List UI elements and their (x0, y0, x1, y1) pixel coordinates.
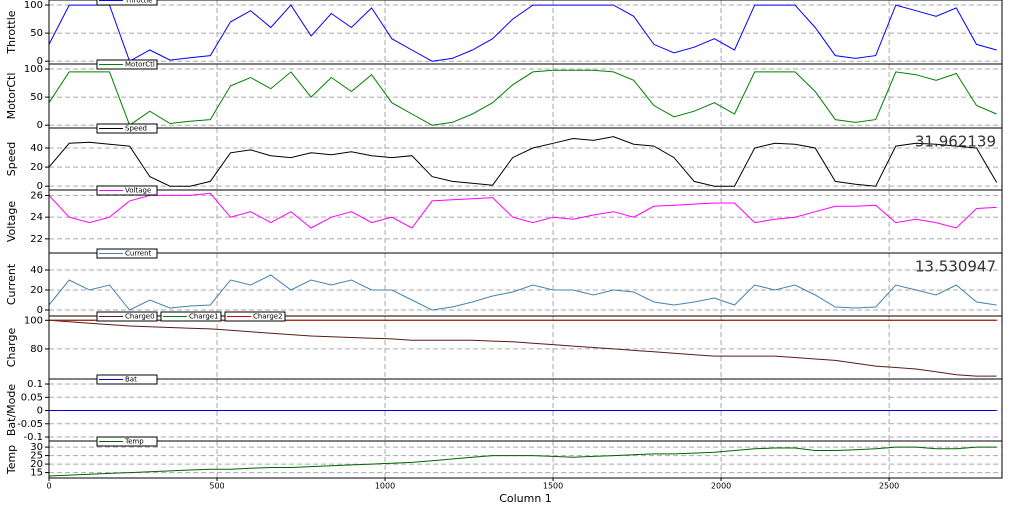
y-axis-label: Speed (5, 142, 18, 176)
y-tick-label: 20 (30, 162, 43, 173)
y-tick-label: 100 (24, 64, 43, 75)
y-tick-label: -0.1 (23, 432, 43, 443)
x-tick-label: 0 (46, 482, 51, 491)
x-tick-label: 500 (209, 482, 224, 491)
y-axis-label: Bat/Mode (5, 384, 18, 437)
y-tick-label: 30 (30, 442, 43, 453)
y-tick-label: 40 (30, 143, 43, 154)
y-axis-label: Charge (5, 328, 18, 368)
legend-box (96, 59, 158, 70)
x-tick-label: 1500 (543, 482, 563, 491)
legend-box (96, 311, 158, 322)
y-tick-label: 50 (30, 28, 43, 39)
legend-box (96, 374, 158, 385)
y-tick-label: 24 (30, 212, 43, 223)
y-tick-label: 100 (24, 315, 43, 326)
y-tick-label: 0 (37, 181, 43, 192)
series-line (48, 274, 997, 311)
plot-frame (48, 63, 1003, 129)
legend-label: Bat (125, 376, 137, 384)
y-tick-label: 0 (37, 305, 43, 316)
x-axis-label: Column 1 (499, 492, 552, 505)
y-tick-label: 50 (30, 92, 43, 103)
series-line (48, 4, 997, 62)
legend-label: MotorCtl (125, 61, 155, 69)
x-tick-label: 2000 (711, 482, 731, 491)
legend-label: Charge1 (189, 313, 219, 321)
series-line (48, 69, 997, 126)
legend-box (96, 185, 158, 196)
x-tick-label: 1000 (375, 482, 395, 491)
x-tick-label: 2500 (879, 482, 899, 491)
y-tick-label: 0 (37, 56, 43, 67)
y-tick-label: 100 (24, 0, 43, 11)
plot-frame (48, 315, 1003, 380)
series-line (48, 136, 998, 187)
annotation: 13.530947 (915, 258, 996, 276)
legend-box (96, 123, 158, 134)
y-axis-label: Temp (5, 445, 18, 475)
legend-box (96, 0, 158, 6)
y-tick-label: 22 (30, 234, 43, 245)
y-axis-label: MotorCtl (5, 73, 18, 120)
legend-box (96, 248, 158, 259)
plot-frame (48, 127, 1003, 191)
y-tick-label: 0 (37, 406, 43, 417)
y-tick-label: 0 (37, 120, 43, 131)
plot-frame (48, 252, 1003, 317)
y-tick-label: 0.05 (21, 392, 43, 403)
series-line (48, 192, 997, 229)
y-axis-label: Current (5, 263, 18, 305)
y-axis-label: Voltage (5, 201, 18, 242)
y-tick-label: 20 (30, 459, 43, 470)
y-axis-label: Throttle (5, 10, 18, 54)
series-line (48, 319, 997, 377)
legend-label: Temp (124, 438, 144, 446)
plot-frame (48, 0, 1003, 65)
legend-box (160, 311, 222, 322)
legend-label: Voltage (125, 187, 151, 195)
legend-box (96, 436, 158, 447)
y-tick-label: 40 (30, 265, 43, 276)
legend-label: Speed (125, 125, 147, 133)
plot-frame (48, 440, 1003, 479)
legend-label: Charge0 (125, 313, 155, 321)
y-tick-label: 20 (30, 285, 43, 296)
plot-frame (48, 189, 1003, 254)
y-tick-label: 25 (30, 451, 43, 462)
annotation: 31.962139 (915, 133, 996, 151)
legend-label: Throttle (124, 0, 152, 5)
legend-label: Charge2 (253, 313, 283, 321)
y-tick-label: -0.05 (17, 419, 43, 430)
legend-box (224, 311, 286, 322)
series-line (48, 446, 997, 477)
y-tick-label: 0.1 (27, 379, 43, 390)
y-tick-label: 26 (30, 190, 43, 201)
y-tick-label: 80 (30, 344, 43, 355)
legend-label: Current (125, 250, 152, 258)
y-tick-label: 15 (30, 468, 43, 479)
